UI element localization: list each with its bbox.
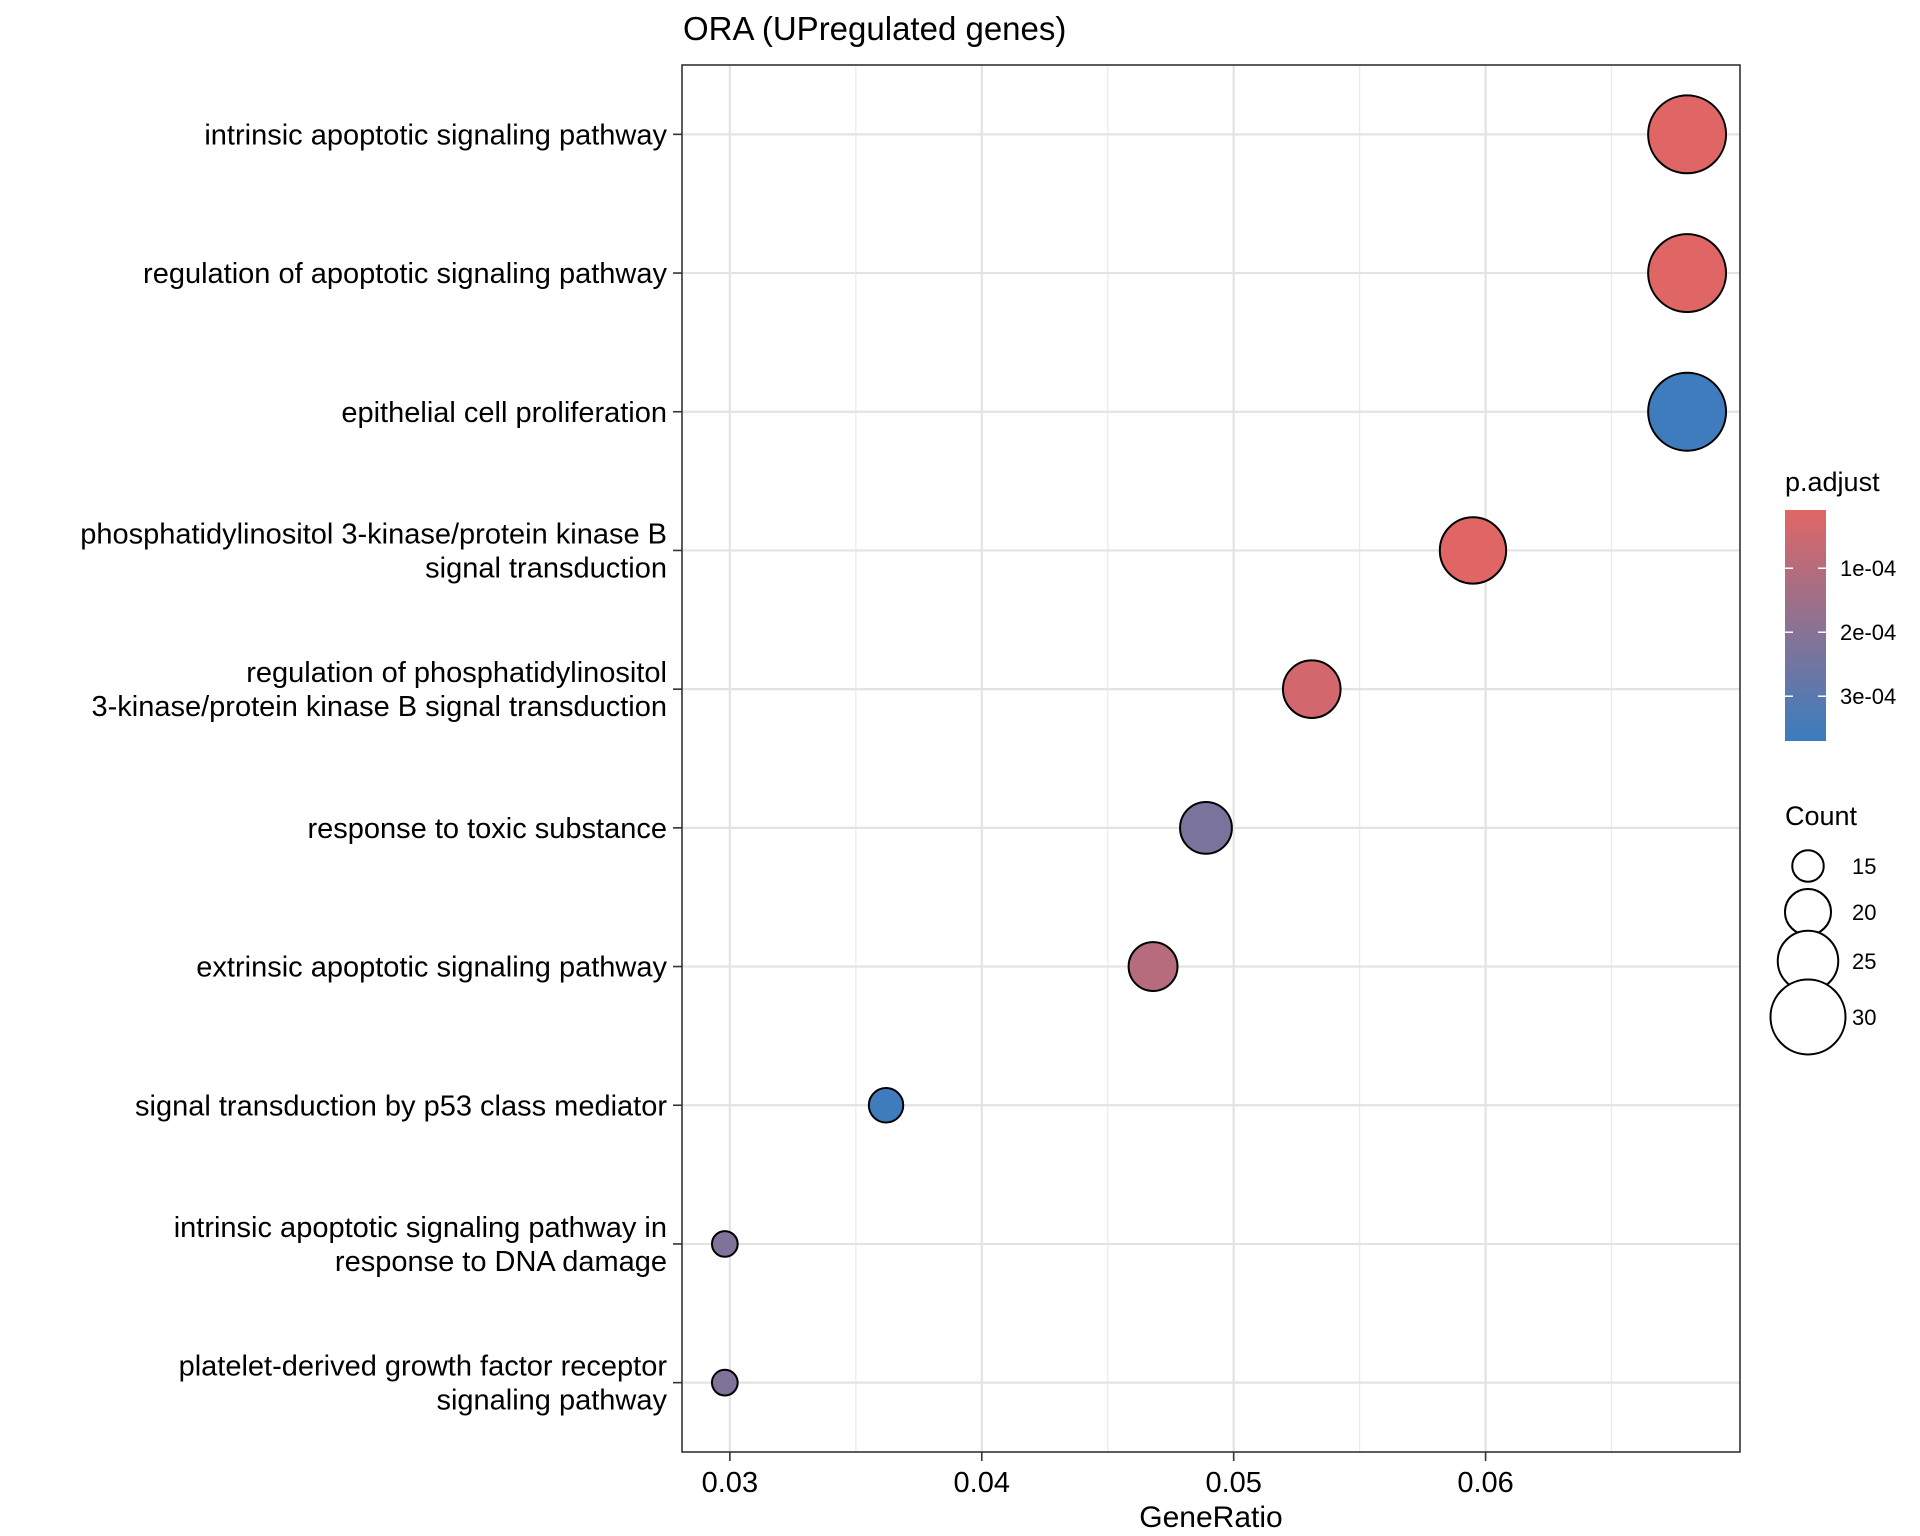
data-points — [710, 94, 1728, 1397]
size-key-label: 30 — [1852, 1005, 1876, 1030]
y-tick-label: epithelial cell proliferation — [341, 397, 667, 429]
y-tick-label: regulation of apoptotic signaling pathwa… — [143, 258, 667, 290]
y-tick-label: platelet-derived growth factor receptor — [179, 1351, 668, 1383]
data-point — [1281, 659, 1342, 719]
size-key — [1769, 978, 1847, 1056]
data-point — [1127, 941, 1179, 992]
x-tick-label: 0.03 — [702, 1467, 758, 1499]
size-key-label: 20 — [1852, 900, 1876, 925]
y-tick-label: intrinsic apoptotic signaling pathway — [204, 119, 667, 151]
y-tick-label: response to toxic substance — [308, 813, 667, 845]
y-tick-label: regulation of phosphatidylinositol — [246, 657, 667, 689]
data-point — [867, 1087, 905, 1124]
size-key — [1791, 849, 1825, 883]
y-tick-label: intrinsic apoptotic signaling pathway in — [174, 1212, 667, 1244]
y-tick-label: response to DNA damage — [335, 1246, 667, 1278]
color-legend-ticks: 1e-04 2e-04 3e-04 — [1785, 556, 1896, 709]
y-tick-label: phosphatidylinositol 3-kinase/protein ki… — [80, 518, 667, 550]
plot-panel — [681, 64, 1741, 1453]
size-key-label: 25 — [1852, 949, 1876, 974]
size-legend-title: Count — [1785, 801, 1858, 831]
color-tick-label: 3e-04 — [1840, 684, 1896, 709]
y-tick-label: signal transduction — [425, 552, 667, 584]
size-legend-keys: 15 20 25 30 — [1769, 849, 1876, 1056]
size-key-label: 15 — [1852, 854, 1876, 879]
data-point — [1647, 94, 1728, 175]
x-axis: 0.03 0.04 0.05 0.06 — [702, 1452, 1514, 1499]
data-point — [1647, 371, 1728, 452]
color-legend: p.adjust 1e-04 2e-04 3e-04 — [1785, 467, 1896, 741]
plot-border — [681, 64, 1741, 1453]
y-tick-label: 3-kinase/protein kinase B signal transdu… — [92, 691, 668, 723]
data-point — [1647, 233, 1728, 313]
color-legend-bar — [1785, 510, 1826, 741]
data-point — [1179, 800, 1233, 855]
y-tick-label: signaling pathway — [436, 1385, 667, 1417]
plot-background — [682, 65, 1740, 1452]
x-tick-label: 0.06 — [1457, 1467, 1513, 1499]
data-point — [710, 1368, 739, 1397]
y-tick-label: extrinsic apoptotic signaling pathway — [196, 952, 667, 984]
x-axis-label: GeneRatio — [1139, 1501, 1282, 1534]
color-legend-title: p.adjust — [1785, 467, 1880, 497]
x-tick-label: 0.05 — [1205, 1467, 1261, 1499]
x-tick-label: 0.04 — [954, 1467, 1010, 1499]
color-tick-label: 1e-04 — [1840, 556, 1896, 581]
y-tick-label: signal transduction by p53 class mediato… — [135, 1090, 667, 1122]
y-axis: intrinsic apoptotic signaling pathway reg… — [80, 119, 682, 1417]
data-point — [710, 1230, 739, 1258]
size-key — [1784, 888, 1832, 936]
chart-title: ORA (UPregulated genes) — [683, 10, 1066, 47]
data-point — [1438, 516, 1508, 585]
size-legend: Count 15 20 25 30 — [1769, 801, 1876, 1056]
color-tick-label: 2e-04 — [1840, 620, 1896, 645]
